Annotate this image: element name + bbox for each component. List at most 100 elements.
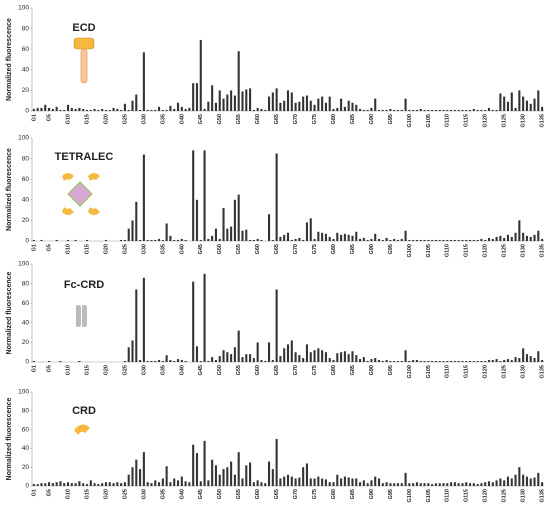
bar bbox=[374, 476, 377, 486]
bar bbox=[355, 478, 358, 486]
bar bbox=[377, 478, 381, 486]
bar bbox=[336, 474, 339, 486]
bar bbox=[298, 355, 301, 362]
x-tick-label: G65 bbox=[274, 489, 280, 499]
bar bbox=[252, 109, 255, 111]
bar bbox=[461, 361, 464, 362]
bar bbox=[127, 474, 130, 486]
bar bbox=[108, 109, 111, 111]
bar bbox=[362, 357, 365, 362]
bar bbox=[533, 358, 536, 362]
bar bbox=[480, 109, 483, 111]
bar bbox=[173, 108, 176, 111]
bar bbox=[120, 239, 123, 241]
bar bbox=[370, 238, 373, 241]
bar bbox=[469, 483, 472, 486]
bar bbox=[146, 482, 149, 486]
bar bbox=[427, 361, 430, 362]
bar bbox=[214, 360, 217, 362]
bar bbox=[537, 472, 540, 486]
bar bbox=[324, 479, 327, 486]
x-tick-label: G15 bbox=[84, 365, 90, 375]
bar bbox=[469, 109, 472, 111]
bar bbox=[146, 361, 149, 362]
x-tick-label: G100 bbox=[407, 244, 413, 257]
bar bbox=[55, 482, 58, 486]
bar bbox=[203, 273, 206, 362]
bar bbox=[252, 482, 255, 486]
bar bbox=[446, 239, 449, 241]
bar bbox=[419, 108, 422, 111]
x-tick-label: G55 bbox=[236, 114, 242, 124]
bar bbox=[283, 348, 286, 362]
y-tick-label: 80 bbox=[22, 25, 30, 32]
bar bbox=[343, 476, 346, 486]
bar bbox=[48, 482, 51, 486]
bar bbox=[279, 356, 282, 362]
bar bbox=[279, 236, 282, 241]
bar bbox=[495, 359, 498, 362]
bar bbox=[78, 481, 81, 486]
bar bbox=[419, 239, 422, 241]
x-tick-label: G40 bbox=[179, 244, 185, 254]
bar bbox=[120, 483, 123, 486]
bar bbox=[491, 360, 494, 362]
bar bbox=[529, 103, 532, 111]
x-tick-label: G105 bbox=[426, 114, 432, 127]
bar bbox=[267, 214, 271, 241]
bar bbox=[127, 228, 130, 241]
bar bbox=[480, 361, 483, 362]
y-tick-label: 0 bbox=[25, 108, 29, 115]
bar bbox=[529, 478, 532, 486]
bar bbox=[324, 102, 327, 111]
y-axis-title: Normalized fluorescence bbox=[6, 18, 13, 101]
crd-icon bbox=[74, 424, 90, 435]
bar bbox=[347, 234, 350, 241]
x-tick-label: G45 bbox=[198, 489, 204, 499]
bar bbox=[237, 452, 240, 486]
x-tick-label: G60 bbox=[255, 244, 261, 254]
bar bbox=[503, 237, 506, 241]
bar bbox=[120, 109, 123, 111]
y-tick-label: 20 bbox=[22, 87, 30, 94]
x-tick-label: G85 bbox=[350, 244, 356, 254]
bar bbox=[537, 351, 540, 362]
bar bbox=[169, 235, 172, 241]
x-tick-label: G65 bbox=[274, 244, 280, 254]
bar bbox=[415, 482, 418, 486]
bar bbox=[218, 356, 221, 362]
bar bbox=[158, 238, 161, 241]
bar bbox=[78, 107, 81, 111]
bar bbox=[423, 361, 426, 362]
bar bbox=[506, 476, 510, 486]
bar bbox=[32, 361, 35, 362]
bar bbox=[294, 102, 297, 111]
y-tick-label: 0 bbox=[25, 238, 29, 245]
x-tick-label: G35 bbox=[160, 244, 166, 254]
bar bbox=[465, 482, 468, 486]
bar bbox=[154, 109, 157, 111]
bar bbox=[427, 483, 430, 486]
bar bbox=[541, 482, 544, 486]
bar bbox=[396, 483, 400, 486]
x-tick-label: G70 bbox=[293, 365, 299, 375]
bar bbox=[150, 483, 153, 486]
bar bbox=[264, 483, 267, 486]
bar bbox=[233, 474, 236, 486]
bar bbox=[256, 107, 259, 111]
x-tick-label: G100 bbox=[407, 365, 413, 378]
bar bbox=[404, 98, 407, 111]
x-tick-label: G25 bbox=[122, 114, 128, 124]
bar bbox=[408, 239, 411, 241]
x-tick-label: G65 bbox=[274, 365, 280, 375]
panel-title: ECD bbox=[72, 22, 95, 34]
x-tick-label: G95 bbox=[388, 114, 394, 124]
bar bbox=[317, 231, 320, 241]
bar bbox=[533, 98, 536, 111]
bar bbox=[476, 484, 479, 486]
bar bbox=[298, 477, 301, 486]
x-tick-label: G110 bbox=[445, 365, 451, 378]
fc-crd-icon bbox=[76, 305, 87, 327]
bar bbox=[82, 108, 85, 111]
x-tick-label: G100 bbox=[407, 114, 413, 127]
